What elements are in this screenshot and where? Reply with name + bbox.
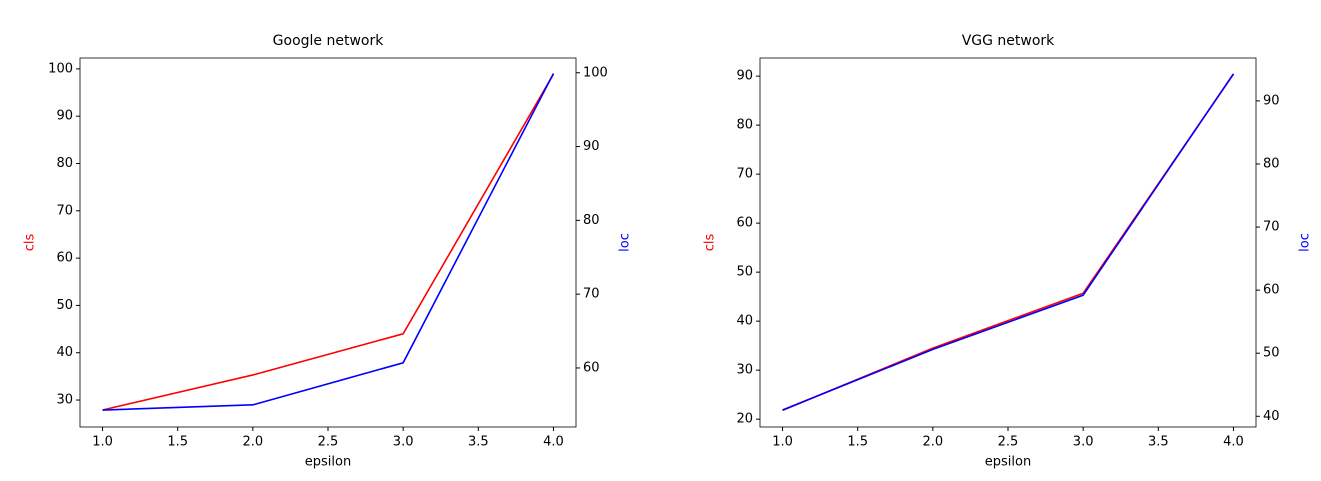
x-tick-label: 1.5	[847, 435, 868, 450]
x-tick-label: 2.0	[243, 435, 264, 450]
y2-tick-label: 90	[583, 139, 600, 154]
line-series	[102, 73, 555, 411]
y2-tick-label: 70	[1263, 220, 1280, 235]
x-tick-label: 1.5	[167, 435, 188, 450]
plot-frame	[79, 57, 577, 428]
x-tick-label: 2.5	[998, 435, 1019, 450]
chart-title: Google network	[273, 33, 385, 49]
y2-axis-label: loc	[618, 233, 633, 252]
y-tick-label: 90	[736, 69, 753, 84]
x-tick-label: 4.0	[1223, 435, 1244, 450]
y-tick-label: 90	[56, 109, 73, 124]
y2-tick-label: 50	[1263, 346, 1280, 361]
x-tick-label: 2.5	[318, 435, 339, 450]
x-tick-label: 2.0	[923, 435, 944, 450]
y2-tick-label: 90	[1263, 93, 1280, 108]
y-tick-label: 40	[736, 314, 753, 329]
y-tick-label: 20	[736, 412, 753, 427]
y-tick-label: 70	[56, 203, 73, 218]
x-tick-label: 4.0	[543, 435, 564, 450]
y-tick-label: 80	[736, 118, 753, 133]
line-series	[102, 73, 555, 411]
y2-tick-label: 70	[583, 287, 600, 302]
x-axis-label: epsilon	[985, 455, 1031, 470]
y2-tick-label: 100	[583, 65, 608, 80]
y-tick-label: 50	[736, 265, 753, 280]
y-axis-label: cls	[23, 234, 38, 252]
x-tick-label: 3.5	[1148, 435, 1169, 450]
y-tick-label: 60	[736, 216, 753, 231]
y-tick-label: 50	[56, 298, 73, 313]
x-tick-label: 3.0	[1073, 435, 1094, 450]
x-axis-label: epsilon	[305, 455, 351, 470]
line-series	[782, 73, 1235, 412]
x-tick-label: 1.0	[92, 435, 113, 450]
plot-frame	[759, 57, 1257, 428]
y2-tick-label: 80	[1263, 156, 1280, 171]
x-tick-label: 1.0	[772, 435, 793, 450]
y-tick-label: 30	[56, 393, 73, 408]
y-tick-label: 60	[56, 251, 73, 266]
y2-tick-label: 60	[1263, 283, 1280, 298]
y-tick-label: 70	[736, 167, 753, 182]
line-series	[782, 73, 1235, 411]
y2-tick-label: 40	[1263, 409, 1280, 424]
y-tick-label: 80	[56, 156, 73, 171]
chart-title: VGG network	[962, 33, 1055, 49]
x-tick-label: 3.5	[468, 435, 489, 450]
y-tick-label: 30	[736, 363, 753, 378]
y2-tick-label: 60	[583, 360, 600, 375]
y2-tick-label: 80	[583, 213, 600, 228]
y-tick-label: 100	[48, 61, 73, 76]
y2-axis-label: loc	[1298, 233, 1313, 252]
y-tick-label: 40	[56, 345, 73, 360]
x-tick-label: 3.0	[393, 435, 414, 450]
y-axis-label: cls	[703, 234, 718, 252]
